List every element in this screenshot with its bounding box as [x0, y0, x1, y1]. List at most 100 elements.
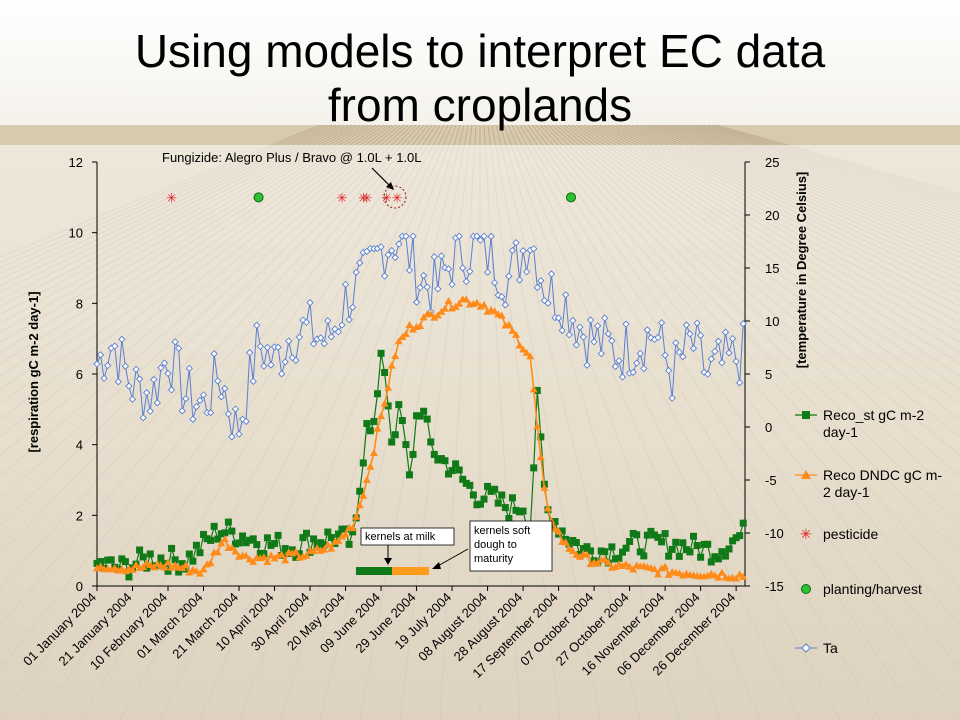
ta-point [718, 359, 726, 367]
ta-point [100, 374, 108, 383]
reco-st-point [640, 552, 648, 560]
ta-point [263, 343, 272, 352]
reco-dndc-point [259, 553, 268, 561]
series-ta [93, 232, 747, 441]
reco-dndc-point [497, 311, 506, 319]
reco-st-point [736, 532, 744, 540]
reco-st-point [221, 529, 229, 537]
reco-st-point [601, 548, 609, 556]
reco-st-point [271, 539, 279, 547]
ta-point [167, 386, 176, 394]
reco-st-point [512, 506, 520, 514]
right-tick-label: 20 [765, 208, 779, 223]
reco-dndc-point [405, 321, 414, 329]
ta-point [114, 378, 122, 386]
reco-st-point [647, 527, 655, 535]
reco-dndc-point [373, 424, 382, 432]
ta-point [693, 319, 701, 327]
reco-dndc-point [480, 300, 489, 308]
legend-item-pesticide: ✳ pesticide [800, 526, 878, 542]
ta-point [423, 283, 431, 291]
reco-st-point [409, 450, 417, 458]
reco-dndc-point [380, 399, 389, 407]
reco-st-point [374, 390, 382, 398]
reco-st-point [654, 533, 662, 541]
reco-st-point [356, 487, 364, 495]
reco-dndc-point [334, 536, 343, 544]
right-tick-label: 10 [765, 314, 779, 329]
reco-st-point [104, 556, 112, 564]
ta-point [125, 382, 133, 390]
reco-st-point [682, 546, 690, 554]
ta-point [206, 408, 215, 417]
reco-dndc-point [593, 559, 602, 567]
reco-st-point [185, 550, 193, 558]
ta-point [558, 326, 566, 335]
ta-point [725, 349, 733, 357]
reco-st-point [551, 518, 559, 526]
ta-point [736, 379, 744, 387]
reco-dndc-point [401, 330, 410, 338]
reco-dndc-point [654, 570, 663, 578]
ta-point [515, 276, 524, 284]
ta-point [246, 348, 254, 357]
ta-point [547, 270, 556, 278]
reco-st-point [498, 491, 506, 499]
ta-point [615, 357, 623, 365]
ta-point [146, 407, 154, 415]
svg-text:✳: ✳ [800, 526, 812, 542]
ta-point [317, 334, 325, 342]
reco-dndc-point [121, 567, 130, 575]
series-pesticide: ✳ ✳ ✳✳ ✳ ✳ [166, 190, 402, 205]
ta-point [285, 337, 293, 345]
left-tick-label: 8 [76, 296, 83, 311]
reco-dndc-point [213, 548, 222, 556]
reco-st-point [537, 433, 545, 441]
reco-st-point [583, 543, 591, 551]
reco-st-point [324, 528, 332, 536]
ta-point [171, 338, 179, 346]
left-axis-label: [respiration gC m-2 day-1] [26, 291, 41, 452]
ta-point [668, 394, 676, 402]
ta-point [473, 232, 481, 240]
reco-st-point [491, 485, 499, 493]
ta-point [128, 395, 137, 403]
reco-st-point [686, 548, 694, 556]
reco-dndc-point [220, 535, 229, 543]
reco-st-point [718, 548, 726, 556]
reco-dndc-point [472, 298, 481, 306]
reco-dndc-point [714, 573, 723, 581]
ta-point [388, 246, 396, 255]
reco-st-point [143, 564, 151, 572]
ta-point [633, 359, 641, 367]
ta-point [629, 368, 637, 376]
ta-point [349, 303, 357, 311]
reco-st-point [366, 427, 374, 435]
reco-st-point [725, 545, 733, 553]
ta-point [455, 232, 463, 240]
reco-st-point [388, 438, 396, 446]
ta-point [537, 277, 545, 285]
reco-st-point [508, 494, 516, 502]
reco-st-point [455, 466, 463, 474]
ta-point [643, 326, 651, 334]
ta-point [476, 236, 485, 244]
reco-st-point [210, 522, 218, 530]
reco-st-point [569, 536, 577, 544]
reco-st-point [643, 531, 651, 539]
left-tick-label: 0 [76, 579, 83, 594]
reco-dndc-point [519, 345, 528, 353]
reco-dndc-point [426, 309, 435, 317]
ta-point [210, 350, 218, 358]
legend-label-reco-st-1: Reco_st gC m-2 [823, 407, 924, 423]
reco-dndc-point [227, 543, 236, 551]
reco-st-point [597, 547, 605, 555]
reco-dndc-point [93, 564, 101, 572]
ta-point [235, 430, 243, 438]
reco-st-point [395, 401, 403, 409]
left-tick-label: 12 [69, 155, 83, 170]
reco-st-point [587, 547, 595, 555]
ta-point [292, 356, 300, 365]
reco-st-point [203, 535, 211, 543]
